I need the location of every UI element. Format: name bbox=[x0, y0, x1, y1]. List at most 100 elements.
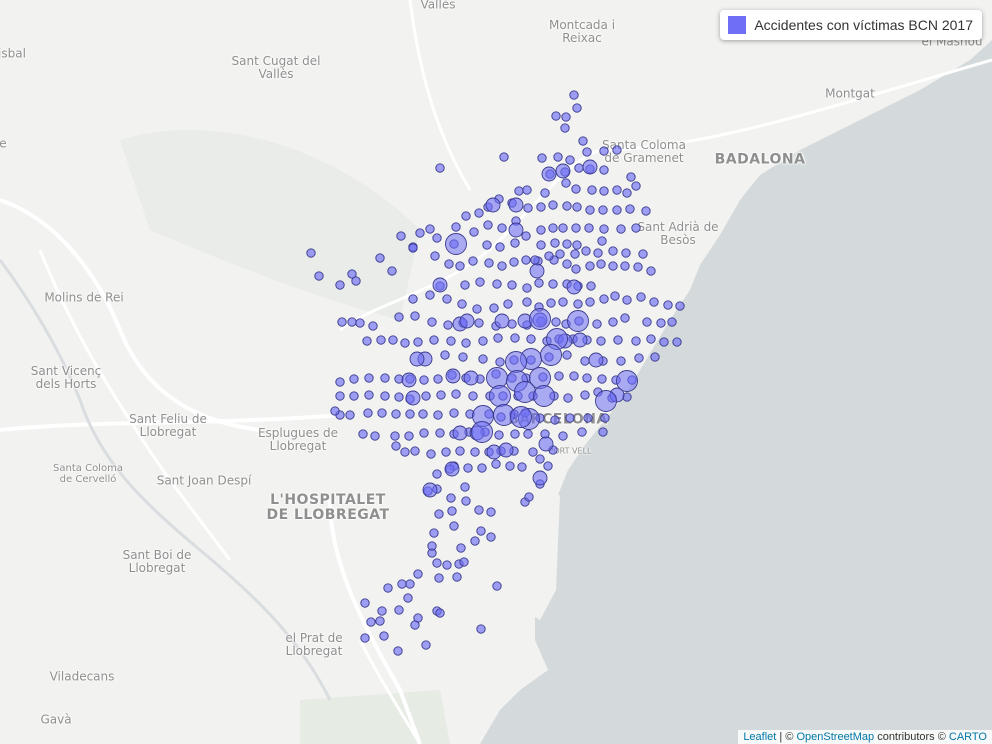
accident-point[interactable] bbox=[583, 413, 593, 423]
accident-point[interactable] bbox=[441, 447, 451, 457]
accident-point[interactable] bbox=[521, 255, 531, 265]
accident-point[interactable] bbox=[459, 313, 475, 329]
accident-point[interactable] bbox=[558, 431, 568, 441]
accident-point[interactable] bbox=[415, 228, 425, 238]
accident-point[interactable] bbox=[538, 436, 554, 452]
accident-point[interactable] bbox=[442, 560, 452, 570]
accident-point[interactable] bbox=[569, 371, 579, 381]
accident-point[interactable] bbox=[474, 505, 484, 515]
accident-point[interactable] bbox=[543, 461, 553, 471]
accident-point[interactable] bbox=[599, 146, 609, 156]
accident-point[interactable] bbox=[461, 211, 471, 221]
accident-point[interactable] bbox=[503, 299, 513, 309]
accident-point[interactable] bbox=[574, 163, 584, 173]
accident-point[interactable] bbox=[622, 188, 632, 198]
accident-point[interactable] bbox=[409, 351, 425, 367]
accident-point[interactable] bbox=[377, 408, 387, 418]
accident-point[interactable] bbox=[625, 204, 635, 214]
accident-point[interactable] bbox=[497, 223, 507, 233]
accident-point[interactable] bbox=[572, 103, 582, 113]
accident-point[interactable] bbox=[394, 392, 404, 402]
accident-point[interactable] bbox=[394, 312, 404, 322]
accident-point[interactable] bbox=[443, 320, 453, 330]
accident-point[interactable] bbox=[388, 335, 398, 345]
accident-point[interactable] bbox=[349, 391, 359, 401]
accident-point[interactable] bbox=[505, 461, 515, 471]
accident-point[interactable] bbox=[610, 291, 620, 301]
accident-point[interactable] bbox=[608, 317, 618, 327]
accident-point[interactable] bbox=[592, 319, 602, 329]
accident-point[interactable] bbox=[447, 506, 457, 516]
accident-point[interactable] bbox=[413, 337, 423, 347]
accident-point[interactable] bbox=[429, 528, 439, 538]
accident-point[interactable] bbox=[616, 356, 626, 366]
accident-point[interactable] bbox=[364, 390, 374, 400]
accident-point[interactable] bbox=[422, 482, 438, 498]
accident-point[interactable] bbox=[626, 172, 636, 182]
accident-point[interactable] bbox=[410, 620, 420, 630]
accident-point[interactable] bbox=[631, 336, 641, 346]
accident-point[interactable] bbox=[593, 248, 603, 258]
accident-point[interactable] bbox=[404, 431, 414, 441]
accident-point[interactable] bbox=[510, 406, 532, 428]
leaflet-link[interactable]: Leaflet bbox=[743, 731, 777, 743]
accident-point[interactable] bbox=[508, 222, 524, 238]
accident-point[interactable] bbox=[410, 311, 420, 321]
accident-point[interactable] bbox=[330, 406, 340, 416]
accident-point[interactable] bbox=[517, 462, 527, 472]
accident-point[interactable] bbox=[598, 205, 608, 215]
accident-point[interactable] bbox=[489, 303, 499, 313]
accident-point[interactable] bbox=[470, 536, 480, 546]
accident-point[interactable] bbox=[396, 231, 406, 241]
accident-point[interactable] bbox=[536, 240, 546, 250]
accident-point[interactable] bbox=[347, 317, 357, 327]
accident-point[interactable] bbox=[599, 186, 609, 196]
accident-point[interactable] bbox=[616, 224, 626, 234]
accident-point[interactable] bbox=[390, 431, 400, 441]
accident-point[interactable] bbox=[534, 278, 544, 288]
accident-point[interactable] bbox=[509, 257, 519, 267]
accident-point[interactable] bbox=[476, 526, 486, 536]
accident-point[interactable] bbox=[596, 259, 606, 269]
accident-point[interactable] bbox=[401, 372, 417, 388]
accident-point[interactable] bbox=[405, 579, 415, 589]
accident-point[interactable] bbox=[529, 308, 551, 330]
accident-point[interactable] bbox=[435, 163, 445, 173]
accident-point[interactable] bbox=[477, 463, 487, 473]
accident-point[interactable] bbox=[391, 441, 401, 451]
accident-point[interactable] bbox=[364, 373, 374, 383]
accident-point[interactable] bbox=[528, 447, 538, 457]
accident-point[interactable] bbox=[572, 202, 582, 212]
accident-point[interactable] bbox=[379, 631, 389, 641]
accident-point[interactable] bbox=[584, 223, 594, 233]
accident-point[interactable] bbox=[432, 558, 442, 568]
accident-point[interactable] bbox=[562, 259, 572, 269]
accident-point[interactable] bbox=[375, 253, 385, 263]
accident-point[interactable] bbox=[421, 640, 431, 650]
accident-point[interactable] bbox=[497, 261, 507, 271]
accident-point[interactable] bbox=[514, 381, 536, 403]
accident-point[interactable] bbox=[587, 185, 597, 195]
accident-point[interactable] bbox=[524, 492, 534, 502]
accident-point[interactable] bbox=[563, 393, 573, 403]
accident-point[interactable] bbox=[375, 616, 385, 626]
accident-point[interactable] bbox=[675, 301, 685, 311]
accident-point[interactable] bbox=[349, 374, 359, 384]
accident-point[interactable] bbox=[577, 427, 587, 437]
accident-point[interactable] bbox=[646, 334, 656, 344]
accident-point[interactable] bbox=[526, 334, 536, 344]
accident-point[interactable] bbox=[634, 353, 644, 363]
accident-point[interactable] bbox=[445, 368, 461, 384]
accident-point[interactable] bbox=[641, 206, 651, 216]
accident-point[interactable] bbox=[599, 294, 609, 304]
accident-point[interactable] bbox=[507, 280, 517, 290]
accident-point[interactable] bbox=[403, 593, 413, 603]
accident-point[interactable] bbox=[469, 227, 479, 237]
accident-point[interactable] bbox=[571, 223, 581, 233]
accident-point[interactable] bbox=[663, 300, 673, 310]
accident-point[interactable] bbox=[451, 222, 461, 232]
accident-point[interactable] bbox=[434, 509, 444, 519]
accident-point[interactable] bbox=[478, 336, 488, 346]
accident-point[interactable] bbox=[608, 246, 618, 256]
